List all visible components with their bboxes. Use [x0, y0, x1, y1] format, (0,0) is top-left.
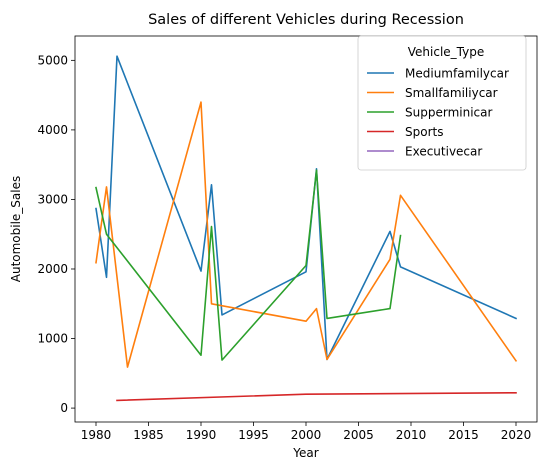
chart-title: Sales of different Vehicles during Reces…: [148, 12, 464, 28]
legend-label: Supperminicar: [405, 106, 492, 120]
y-axis: 0 1000 2000 3000 4000 5000: [37, 53, 75, 415]
x-tick-label: 2015: [448, 428, 479, 442]
legend-label: Executivecar: [405, 145, 482, 159]
y-axis-title: Automobile_Sales: [9, 176, 23, 283]
legend-label: Smallfamiliycar: [405, 86, 498, 100]
legend-frame: [357, 35, 527, 171]
x-tick-label: 2000: [291, 428, 322, 442]
y-tick-label: 5000: [37, 53, 68, 67]
legend-label: Mediumfamilycar: [405, 67, 509, 81]
x-tick-label: 1985: [133, 428, 164, 442]
y-tick-label: 3000: [37, 192, 68, 206]
series-line-supperminicar: [95, 169, 402, 361]
x-tick-label: 1990: [186, 428, 217, 442]
y-tick-label: 2000: [37, 262, 68, 276]
legend-title: Vehicle_Type: [408, 45, 484, 59]
series-line-sports: [116, 391, 517, 402]
x-axis-title: Year: [292, 446, 318, 460]
y-tick-label: 0: [60, 401, 68, 415]
legend: Vehicle_Type Mediumfamilycar Smallfamiliy…: [357, 35, 527, 171]
x-axis: 1980 1985 1990 1995 2000 2005 2010 2015 2020: [81, 422, 532, 442]
x-tick-label: 2005: [343, 428, 374, 442]
series-lines: [95, 55, 518, 402]
x-tick-label: 2010: [396, 428, 427, 442]
x-tick-label: 2020: [501, 428, 532, 442]
y-tick-label: 4000: [37, 123, 68, 137]
legend-items: Mediumfamilycar Smallfamiliycar Suppermini…: [367, 67, 509, 159]
series-line-smallfamiliycar: [95, 101, 518, 368]
x-tick-label: 1980: [81, 428, 112, 442]
legend-label: Sports: [405, 125, 443, 139]
x-tick-label: 1995: [238, 428, 269, 442]
series-line-mediumfamilycar: [95, 55, 518, 361]
y-tick-label: 1000: [37, 332, 68, 346]
